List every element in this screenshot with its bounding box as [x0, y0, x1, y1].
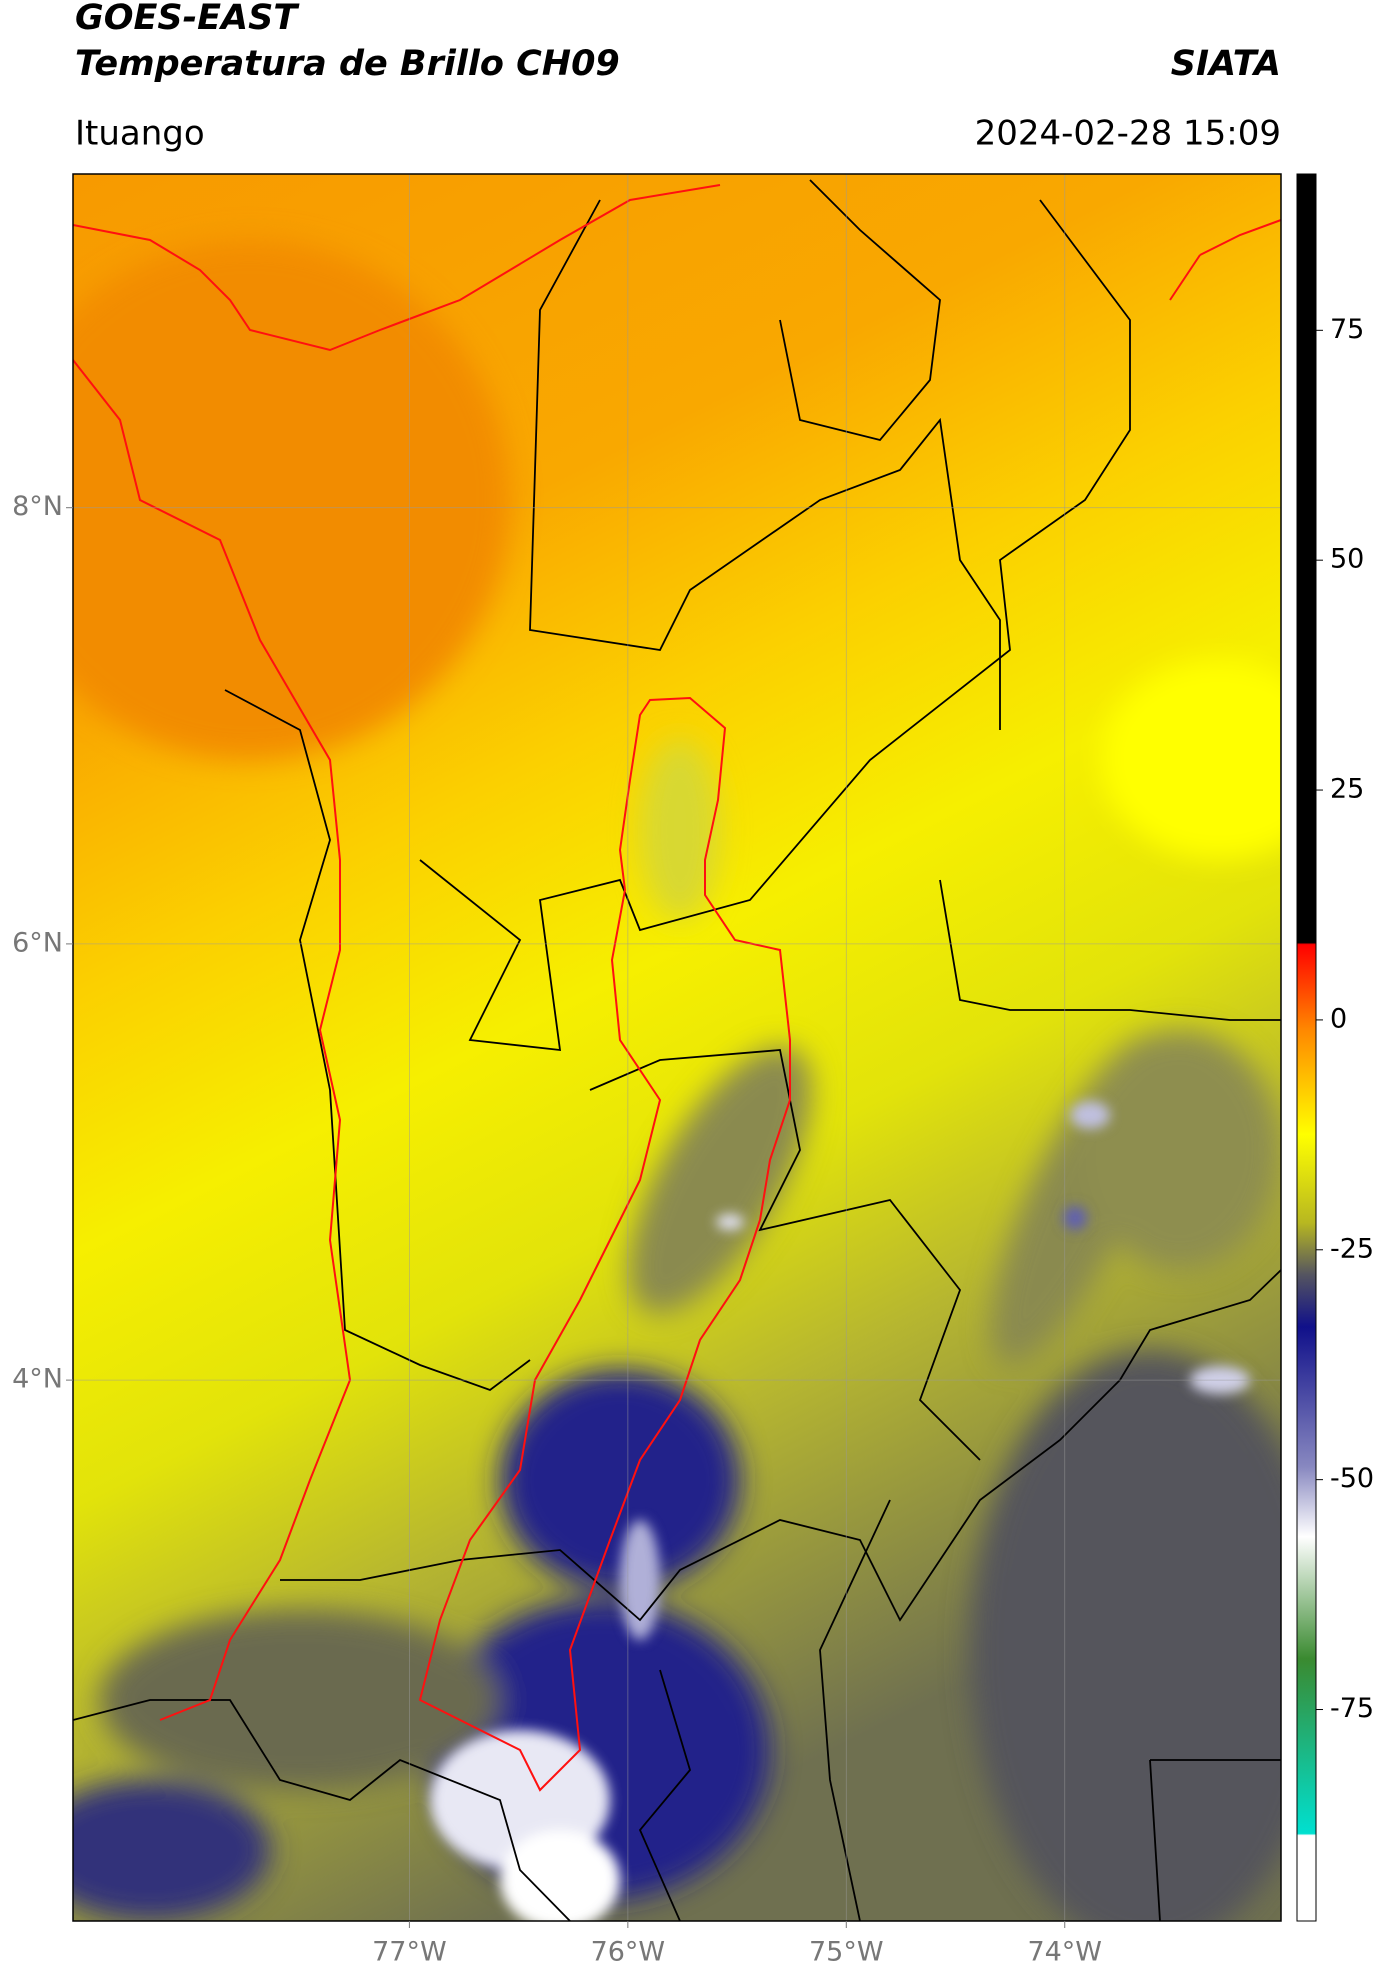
map-frame: [72, 173, 1282, 1922]
colorbar-label: 50: [1330, 544, 1364, 575]
region: Ituango: [75, 114, 205, 154]
satellite-image: [73, 174, 1281, 1921]
colorbar-label: -50: [1330, 1463, 1374, 1494]
colorbar-label: 25: [1330, 774, 1364, 805]
basin-and-coast: [73, 184, 1281, 1792]
colorbar-label: -25: [1330, 1233, 1374, 1264]
y-tick-label: 4°N: [12, 1364, 63, 1395]
cold-cores: [430, 1101, 1250, 1921]
x-tick-label: 77°W: [372, 1937, 447, 1968]
y-tick-label: 8°N: [12, 491, 63, 522]
x-tick-label: 74°W: [1027, 1937, 1102, 1968]
x-tick-label: 75°W: [809, 1937, 884, 1968]
title: GOES-EAST: [75, 0, 300, 38]
timestamp: 2024-02-28 15:09: [975, 114, 1281, 154]
admin-borders: [73, 179, 1281, 1921]
colorbar-label: 75: [1330, 314, 1364, 345]
x-tick-label: 76°W: [591, 1937, 666, 1968]
source: SIATA: [1171, 44, 1281, 84]
colorbar-label: -75: [1330, 1693, 1374, 1724]
y-tick-label: 6°N: [12, 927, 63, 958]
colorbar-label: 0: [1330, 1003, 1347, 1034]
gridlines: [73, 174, 1281, 1921]
colorbar: [1296, 173, 1317, 1922]
cloud-field: [73, 240, 1281, 1921]
subtitle: Temperatura de Brillo CH09: [75, 44, 620, 84]
